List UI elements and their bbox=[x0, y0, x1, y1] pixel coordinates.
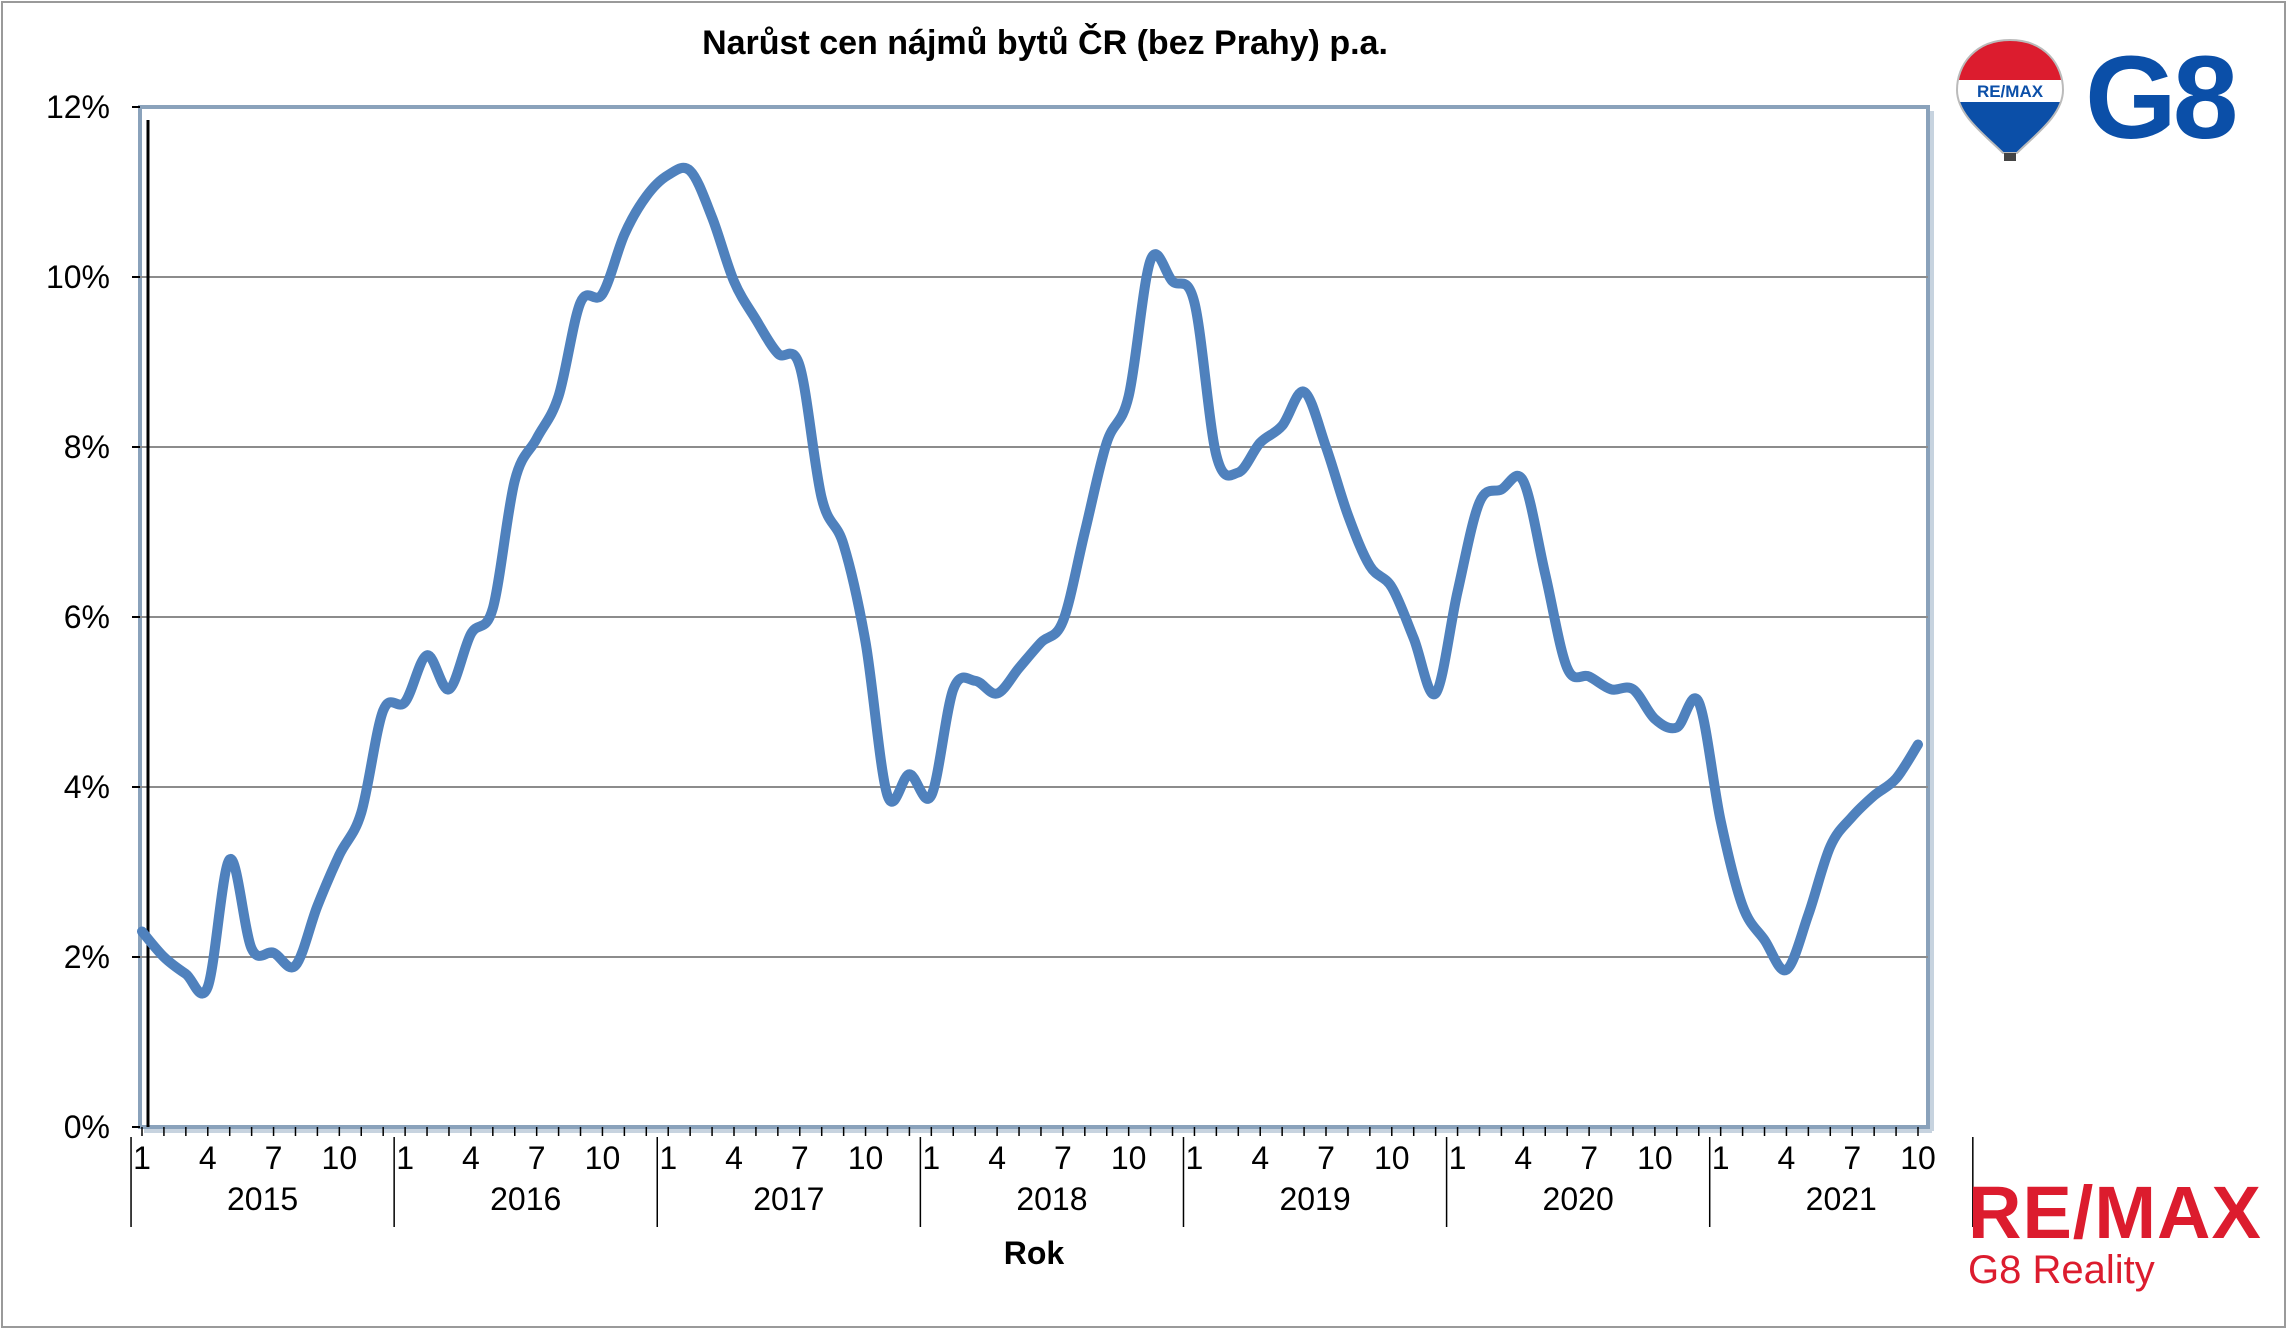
x-tick-label: 1 bbox=[396, 1140, 414, 1176]
x-tick-label: 4 bbox=[725, 1140, 743, 1176]
y-tick-label: 6% bbox=[64, 599, 110, 635]
g8-reality-label: G8 Reality bbox=[1968, 1248, 2155, 1292]
year-label: 2020 bbox=[1543, 1181, 1614, 1217]
x-tick-label: 10 bbox=[585, 1140, 621, 1176]
year-label: 2015 bbox=[227, 1181, 298, 1217]
year-label: 2019 bbox=[1279, 1181, 1350, 1217]
x-tick-label: 1 bbox=[1449, 1140, 1467, 1176]
year-label: 2017 bbox=[753, 1181, 824, 1217]
x-tick-label: 10 bbox=[322, 1140, 358, 1176]
x-tick-label: 4 bbox=[1778, 1140, 1796, 1176]
y-tick-label: 10% bbox=[46, 259, 110, 295]
y-tick-label: 0% bbox=[64, 1109, 110, 1145]
year-label: 2021 bbox=[1806, 1181, 1877, 1217]
series-line bbox=[137, 162, 1923, 999]
x-tick-label: 10 bbox=[848, 1140, 884, 1176]
x-tick-label: 7 bbox=[1580, 1140, 1598, 1176]
remax-balloon-icon: RE/MAX bbox=[1955, 38, 2065, 161]
y-tick-label: 12% bbox=[46, 89, 110, 125]
x-tick-label: 4 bbox=[199, 1140, 217, 1176]
x-tick-label: 7 bbox=[528, 1140, 546, 1176]
y-tick-label: 4% bbox=[64, 769, 110, 805]
x-tick-label: 7 bbox=[791, 1140, 809, 1176]
x-tick-label: 10 bbox=[1374, 1140, 1410, 1176]
x-tick-label: 4 bbox=[1514, 1140, 1532, 1176]
x-tick-label: 1 bbox=[1712, 1140, 1730, 1176]
x-tick-label: 1 bbox=[659, 1140, 677, 1176]
remax-g8-logo: RE/MAX G8 bbox=[1955, 32, 2275, 170]
x-tick-label: 4 bbox=[988, 1140, 1006, 1176]
x-axis-title: Rok bbox=[1004, 1235, 1065, 1271]
x-tick-label: 4 bbox=[462, 1140, 480, 1176]
x-tick-label: 7 bbox=[1317, 1140, 1335, 1176]
x-tick-label: 4 bbox=[1251, 1140, 1269, 1176]
g8-logo-text: G8 bbox=[2085, 32, 2238, 164]
x-tick-label: 1 bbox=[922, 1140, 940, 1176]
x-tick-label: 10 bbox=[1111, 1140, 1147, 1176]
balloon-text: RE/MAX bbox=[1977, 82, 2044, 101]
year-label: 2018 bbox=[1016, 1181, 1087, 1217]
x-tick-label: 1 bbox=[1186, 1140, 1204, 1176]
x-tick-label: 10 bbox=[1900, 1140, 1936, 1176]
x-tick-label: 10 bbox=[1637, 1140, 1673, 1176]
y-tick-label: 2% bbox=[64, 939, 110, 975]
x-tick-label: 1 bbox=[133, 1140, 151, 1176]
remax-g8-reality-logo: RE/MAX G8 Reality bbox=[1960, 1170, 2262, 1300]
x-tick-label: 7 bbox=[1054, 1140, 1072, 1176]
x-tick-label: 7 bbox=[265, 1140, 283, 1176]
remax-wordmark: RE/MAX bbox=[1968, 1171, 2262, 1254]
y-tick-label: 8% bbox=[64, 429, 110, 465]
x-tick-label: 7 bbox=[1843, 1140, 1861, 1176]
year-label: 2016 bbox=[490, 1181, 561, 1217]
chart-title: Narůst cen nájmů bytů ČR (bez Prahy) p.a… bbox=[702, 23, 1388, 62]
